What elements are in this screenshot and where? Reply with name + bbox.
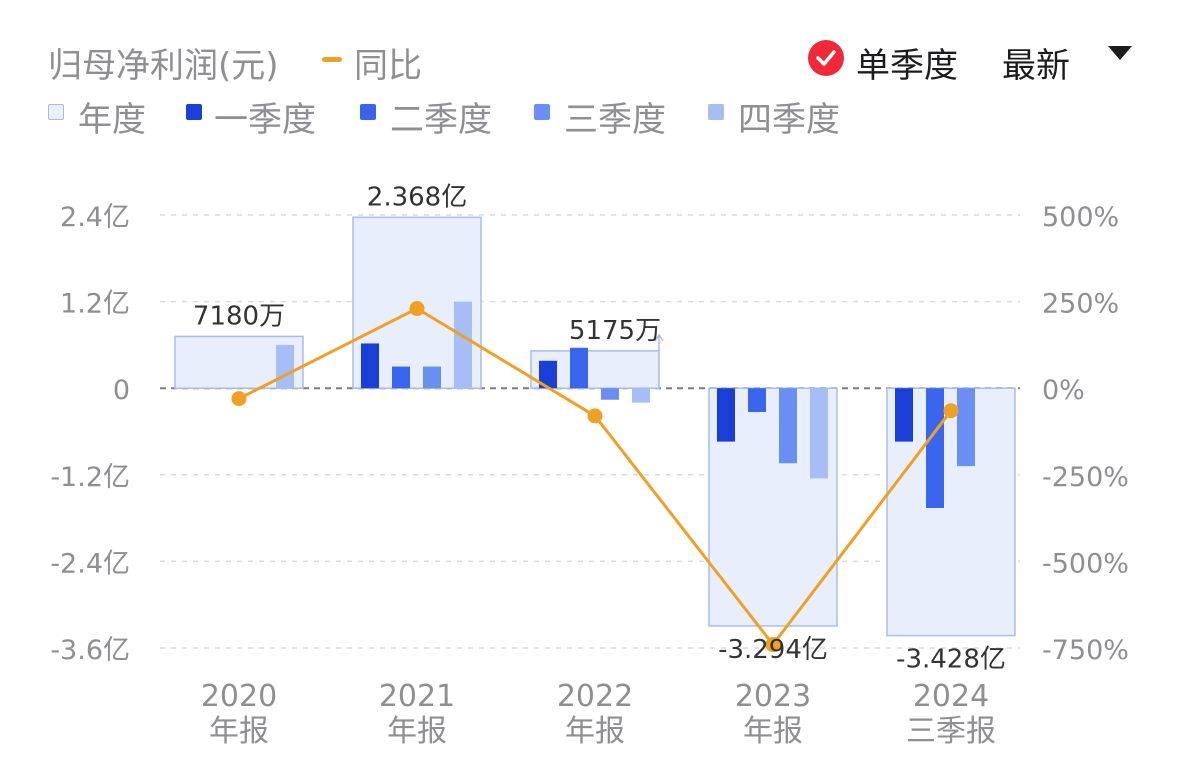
y-left-tick-label: -3.6亿 — [50, 635, 130, 666]
legend-label-annual: 年度 — [78, 100, 146, 140]
quarter-bar-q4 — [810, 388, 828, 479]
legend-swatch-q3 — [534, 104, 550, 120]
legend-label-q4: 四季度 — [738, 100, 840, 140]
quarter-bar-q3 — [423, 366, 441, 389]
yoy-point — [409, 301, 425, 317]
legend-label-q1: 一季度 — [214, 100, 316, 140]
annual-value-label: 5175万 — [569, 316, 661, 346]
legend-swatch-q4 — [708, 104, 724, 120]
yoy-legend-label: 同比 — [354, 46, 422, 86]
y-left-tick-label: 2.4亿 — [60, 202, 130, 233]
quarter-bar-q4 — [276, 344, 294, 389]
legend-label-q3: 三季度 — [564, 100, 666, 140]
x-tick-label-year: 2024 — [913, 679, 989, 714]
x-tick-label-year: 2022 — [557, 679, 633, 714]
annual-value-label: -3.294亿 — [718, 635, 828, 665]
annual-value-label: 2.368亿 — [367, 182, 467, 212]
y-right-tick-label: -250% — [1042, 462, 1129, 493]
y-left-tick-label: 1.2亿 — [60, 289, 130, 320]
sort-label: 最新 — [1002, 46, 1070, 86]
annual-value-label: 7180万 — [193, 301, 285, 331]
quarter-bar-q3 — [779, 388, 797, 464]
single-quarter-label: 单季度 — [856, 46, 958, 86]
yoy-point — [587, 408, 603, 424]
yoy-point — [231, 391, 247, 407]
x-tick-label-period: 年报 — [565, 714, 625, 749]
y-right-tick-label: -750% — [1042, 635, 1129, 666]
y-left-tick-label: -1.2亿 — [50, 462, 130, 493]
y-right-tick-label: 500% — [1042, 202, 1119, 233]
x-tick-label-year: 2023 — [735, 679, 811, 714]
legend-swatch-annual — [48, 104, 64, 120]
y-left-tick-label: -2.4亿 — [50, 548, 130, 579]
yoy-point — [943, 403, 959, 419]
x-tick-label-period: 三季报 — [906, 714, 996, 749]
chart-title: 归母净利润(元) — [48, 46, 279, 86]
x-tick-label-period: 年报 — [209, 714, 269, 749]
quarter-bar-q2 — [392, 366, 410, 389]
annual-value-label: -3.428亿 — [896, 645, 1006, 675]
legend-label-q2: 二季度 — [390, 100, 492, 140]
y-right-tick-label: 0% — [1042, 375, 1085, 406]
quarter-bar-q2 — [926, 388, 944, 508]
y-left-tick-label: 0 — [113, 375, 130, 406]
annual-bar-arrow-icon — [654, 333, 664, 351]
y-right-tick-label: 250% — [1042, 289, 1119, 320]
x-tick-label-year: 2020 — [201, 679, 277, 714]
legend-swatch-q2 — [360, 104, 376, 120]
quarter-bar-q4 — [632, 388, 650, 403]
quarter-bar-q4 — [454, 301, 472, 389]
yoy-legend-marker — [322, 57, 342, 62]
check-icon — [808, 40, 844, 76]
dropdown-caret-icon — [1106, 44, 1134, 68]
quarter-bar-q2 — [570, 347, 588, 389]
yoy-point — [765, 637, 781, 653]
y-right-tick-label: -500% — [1042, 548, 1129, 579]
x-tick-label-year: 2021 — [379, 679, 455, 714]
x-tick-label-period: 年报 — [387, 714, 447, 749]
quarter-bar-q3 — [601, 388, 619, 400]
quarter-bar-q2 — [748, 388, 766, 413]
quarter-bar-q1 — [539, 360, 557, 389]
quarter-bar-q3 — [957, 388, 975, 467]
legend-swatch-q1 — [186, 104, 202, 120]
sort-dropdown[interactable]: 最新 — [1002, 38, 1142, 86]
quarter-bar-q1 — [717, 388, 735, 442]
quarter-bar-q1 — [361, 343, 379, 389]
quarter-bar-q1 — [895, 388, 913, 442]
x-tick-label-period: 年报 — [743, 714, 803, 749]
